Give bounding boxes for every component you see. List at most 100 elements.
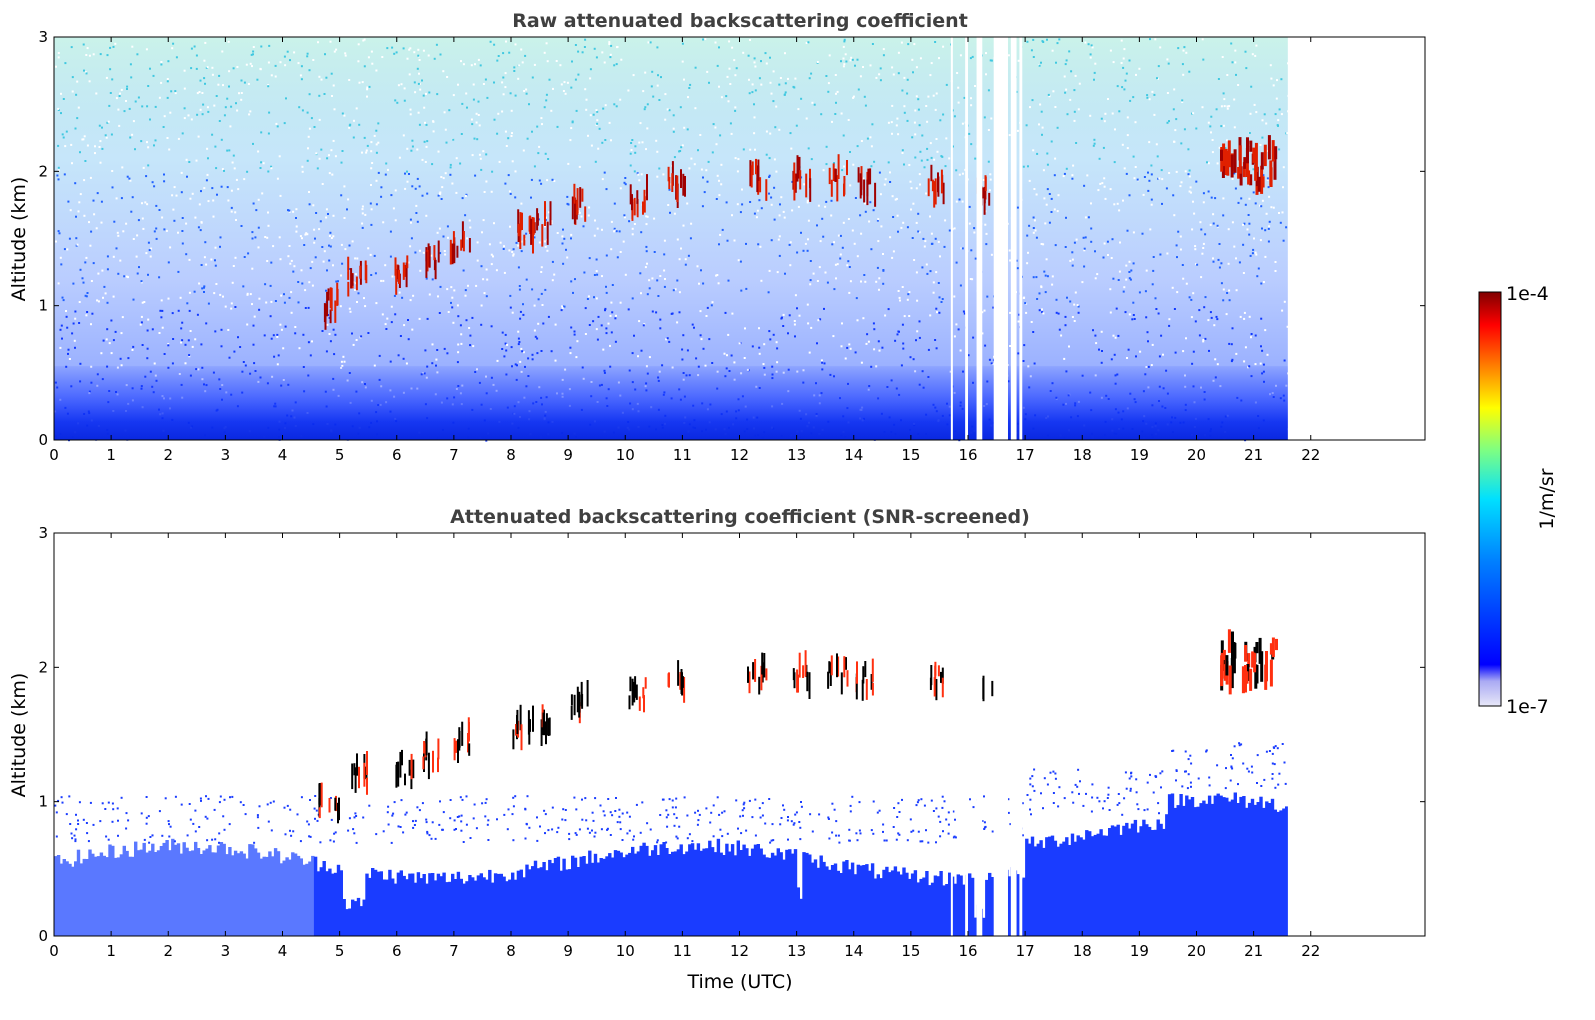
noise-pixel [163,180,166,183]
noise-pixel [711,362,714,364]
residual-speck [75,828,78,831]
noise-pixel [918,173,921,176]
noise-pixel [562,90,565,92]
residual-speck [673,824,676,827]
noise-pixel [139,323,142,326]
noise-pixel [140,280,143,283]
noise-pixel [1146,94,1149,97]
noise-pixel [1246,228,1249,231]
noise-pixel [868,220,871,223]
noise-pixel [348,79,351,81]
boundary-layer-column [1033,846,1038,936]
boundary-layer-column [799,898,803,936]
noise-pixel [105,136,108,139]
noise-pixel [98,146,101,148]
x-tick-label: 20 [1187,446,1206,464]
noise-pixel [939,119,942,122]
noise-pixel [476,259,479,262]
noise-pixel [1065,216,1067,219]
boundary-layer-column [568,869,572,936]
missing-data-gap [950,37,953,440]
noise-pixel [402,357,405,360]
noise-pixel [545,99,548,102]
noise-pixel [1211,139,1214,141]
noise-pixel [968,205,971,208]
noise-pixel [749,148,752,151]
noise-pixel [397,84,400,87]
noise-pixel [61,296,64,299]
noise-pixel [215,283,218,285]
residual-speck [872,832,875,835]
noise-pixel [325,350,328,353]
noise-pixel [959,284,962,287]
cloud-returns [318,629,1278,824]
boundary-layer-column [802,852,806,936]
noise-pixel [147,164,150,167]
residual-speck [1250,765,1253,768]
noise-pixel [929,215,931,218]
noise-pixel [843,165,845,168]
noise-pixel [1087,43,1090,46]
residual-speck [289,829,291,832]
residual-speck [915,804,918,807]
noise-pixel [437,150,440,153]
boundary-layer-column [922,877,926,936]
boundary-layer-column [1179,794,1183,936]
noise-pixel [664,118,667,121]
residual-speck [1071,791,1074,794]
noise-pixel [358,123,361,126]
noise-pixel [1182,277,1185,280]
noise-pixel [729,83,732,85]
residual-speck [947,823,950,826]
noise-pixel [873,348,876,351]
noise-pixel [158,332,161,334]
residual-speck [60,796,63,799]
residual-speck [272,800,275,803]
noise-pixel [449,166,452,169]
residual-speck [412,826,415,829]
noise-pixel [860,280,862,283]
noise-pixel [75,93,78,96]
noise-pixel [106,268,109,271]
noise-pixel [390,194,393,197]
noise-pixel [352,343,355,346]
boundary-layer-column [988,872,992,936]
noise-pixel [694,107,697,110]
noise-pixel [172,338,175,340]
noise-pixel [987,129,990,131]
x-tick-label: 15 [901,446,920,464]
noise-pixel [561,305,564,308]
noise-pixel [76,117,79,120]
boundary-layer-column [1070,833,1075,936]
noise-pixel [195,159,198,162]
residual-speck [1276,747,1279,750]
boundary-layer-column [196,848,201,936]
noise-pixel [1201,38,1204,41]
boundary-layer-column [308,861,312,936]
noise-pixel [687,96,689,99]
noise-pixel [751,345,754,348]
noise-pixel [211,187,214,190]
noise-pixel [569,346,572,349]
residual-speck [917,799,920,802]
noise-pixel [201,287,204,290]
residual-speck [628,829,631,832]
noise-pixel [988,358,991,361]
residual-speck [74,838,77,841]
noise-pixel [926,120,929,123]
noise-pixel [1254,202,1257,205]
noise-pixel [90,323,92,326]
cloud-pixel [326,291,329,317]
noise-pixel [421,158,424,161]
noise-pixel [501,348,504,350]
noise-pixel [138,266,140,269]
residual-speck [885,839,888,842]
noise-pixel [973,227,976,230]
noise-pixel [1220,105,1223,108]
noise-pixel [571,60,573,63]
residual-speck [512,839,515,842]
noise-pixel [199,229,202,232]
noise-pixel [1074,291,1077,294]
noise-pixel [186,175,188,178]
noise-pixel [652,95,655,98]
